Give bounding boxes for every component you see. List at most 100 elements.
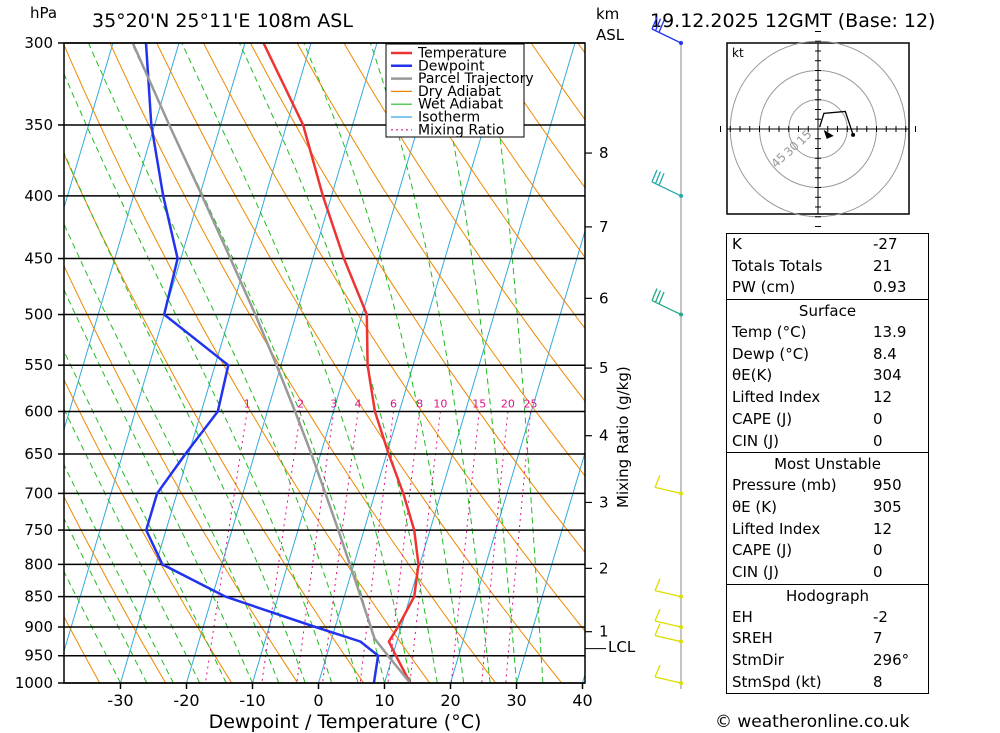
legend-label: Dry Adiabat	[418, 84, 501, 100]
location-title: 35°20'N 25°11'E 108m ASL	[92, 10, 353, 32]
isotherm	[64, 43, 114, 210]
wet-adiabat	[487, 43, 544, 683]
wet-adiabat	[64, 463, 174, 683]
wind-barb	[651, 288, 683, 317]
pressure-tick-label: 400	[24, 187, 53, 205]
dry-adiabat	[64, 43, 431, 683]
isotherm	[64, 43, 180, 432]
wind-barb-shaft	[651, 299, 682, 316]
datetime-title: 19.12.2025 12GMT (Base: 12)	[650, 10, 935, 32]
pressure-tick-label: 300	[24, 34, 53, 52]
mixing-ratio-label: 8	[416, 398, 423, 411]
profiles	[131, 43, 420, 683]
wind-barb-shaft	[654, 634, 682, 643]
row-surface-li: Lifted Index 12	[732, 388, 893, 407]
wind-barb-flag	[658, 291, 665, 305]
mixing-ratio-line	[322, 411, 359, 683]
wind-barb	[651, 169, 683, 198]
wind-barb-flag	[654, 289, 662, 303]
wet-adiabat	[64, 72, 333, 683]
wind-barb	[654, 608, 683, 629]
wind-barbs	[651, 16, 683, 685]
pressure-tick-label: 900	[24, 618, 53, 636]
wind-barb-shaft	[654, 620, 682, 628]
hodograph-end-dot	[851, 132, 856, 137]
wet-adiabat	[64, 570, 121, 683]
mixing-ratio-line	[481, 411, 509, 683]
pressure-tick-label: 950	[24, 647, 53, 665]
wind-barb-shaft	[654, 486, 682, 495]
wind-barb-flag	[651, 169, 658, 183]
copyright: © weatheronline.co.uk	[715, 712, 910, 732]
wind-barb	[654, 475, 683, 496]
mixing-ratio-label: 1	[244, 398, 251, 411]
wind-barb-flag	[658, 20, 665, 33]
row-mu-cin: CIN (J) 0	[732, 562, 883, 581]
pressure-tick-label: 450	[24, 250, 53, 268]
pressure-tick-label: 600	[24, 402, 53, 420]
mixing-ratio-line	[204, 411, 248, 683]
isotherm	[120, 43, 312, 683]
row-mu-cape: CAPE (J) 0	[732, 541, 883, 560]
mixing-ratio-label: 3	[330, 398, 337, 411]
legend-label: Temperature	[417, 46, 507, 62]
row-stmspd: StmSpd (kt) 8	[732, 672, 883, 691]
pressure-tick-label: 500	[24, 306, 53, 324]
pressure-tick-label: 700	[24, 484, 53, 502]
plot-frame	[63, 42, 586, 684]
mixing-ratio-label: 10	[433, 398, 447, 411]
pressure-tick-label: 650	[24, 445, 53, 463]
wind-barb-flag	[651, 288, 658, 301]
x-tick-label: -10	[239, 691, 265, 710]
x-tick-label: 20	[440, 691, 460, 710]
x-tick-label: 40	[572, 691, 592, 710]
legend-label: Mixing Ratio	[418, 122, 504, 138]
dry-adiabat	[249, 43, 585, 554]
row-mu-thetae: θE (K) 305	[732, 497, 902, 516]
height-tick-label: 7	[599, 218, 609, 236]
isotherm	[64, 43, 246, 653]
pressure-tick-label: 800	[24, 555, 53, 573]
wet-adiabat	[303, 43, 465, 683]
hodograph-unit: kt	[732, 46, 744, 60]
pressure-tick-label: 550	[24, 356, 53, 374]
row-surface-temp: Temp (°C) 13.9	[732, 323, 907, 342]
wind-barb-flag	[654, 171, 662, 184]
dry-adiabat	[64, 153, 365, 683]
wind-barb	[654, 578, 683, 599]
legend-label: Isotherm	[418, 110, 480, 126]
wet-adiabat	[64, 151, 306, 683]
mixing-ratio-label: 2	[297, 398, 304, 411]
height-tick-label: 8	[599, 144, 609, 162]
row-pw: PW (cm) 0.93	[732, 278, 907, 297]
mixing-ratio-label: 25	[524, 398, 538, 411]
isotherm	[318, 43, 510, 683]
wind-barb-shaft	[651, 181, 682, 197]
row-surface-cin: CIN (J) 0	[732, 431, 883, 450]
height-tick-label: 5	[599, 359, 609, 377]
wind-barb	[654, 664, 683, 685]
isotherm	[186, 43, 378, 683]
hodograph-title: Hodograph	[727, 583, 928, 607]
legend-label: Dewpoint	[418, 58, 485, 74]
height-tick-label: 1	[599, 623, 609, 641]
row-k: K -27	[732, 235, 898, 253]
x-tick-label: 0	[313, 691, 323, 710]
x-axis-label: Dewpoint / Temperature (°C)	[209, 711, 482, 733]
row-mu-pressure: Pressure (mb) 950	[732, 476, 902, 495]
isotherm	[450, 229, 585, 683]
wet-adiabat	[88, 43, 359, 683]
row-surface-dewp: Dewp (°C) 8.4	[732, 344, 897, 363]
legend-label: Wet Adiabat	[418, 97, 504, 113]
wind-barb	[651, 16, 683, 45]
x-tick-label: -30	[107, 691, 133, 710]
row-tt: Totals Totals 21	[732, 256, 893, 275]
lcl-label: LCL	[608, 638, 636, 656]
dry-adiabat	[64, 495, 167, 683]
legend-label: Parcel Trajectory	[418, 71, 534, 87]
wind-barb-flag	[658, 173, 665, 186]
dry-adiabat	[343, 43, 585, 403]
height-unit-asl: ASL	[596, 26, 625, 44]
height-tick-label: 3	[599, 493, 609, 511]
